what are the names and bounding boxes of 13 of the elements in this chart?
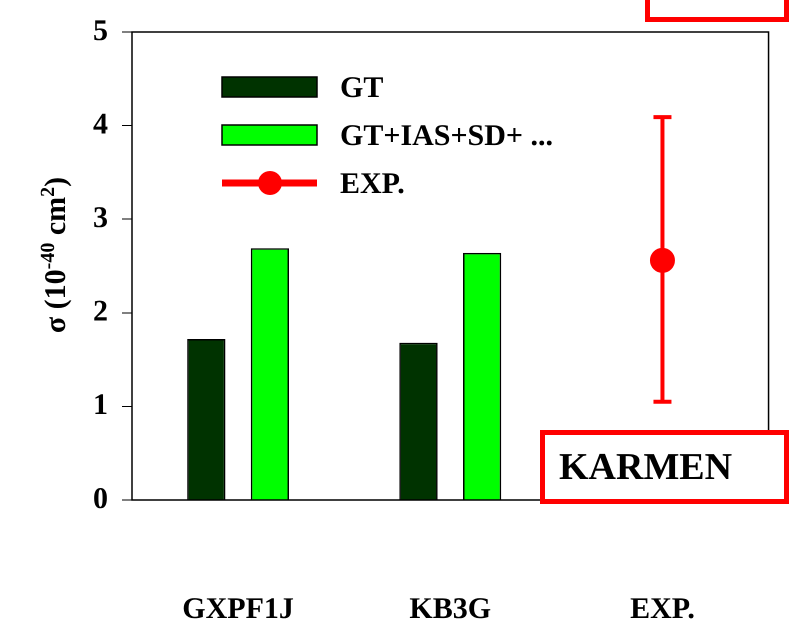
y-tick-label: 1 [93, 388, 108, 422]
y-tick-label: 3 [93, 200, 108, 234]
legend-label: GT [340, 70, 384, 104]
legend-label: EXP. [340, 166, 405, 200]
x-tick-label: KB3G [409, 592, 492, 625]
x-tick-label: GXPF1J [182, 592, 294, 625]
legend-label: GT+IAS+SD+ ... [340, 118, 554, 152]
y-tick-label: 5 [93, 14, 108, 47]
y-tick-label: 0 [93, 482, 108, 515]
y-tick-label: 2 [93, 294, 108, 328]
x-tick-label: EXP. [630, 592, 695, 625]
y-tick-label: 4 [93, 107, 108, 140]
annotation: KARMEN [540, 430, 789, 504]
